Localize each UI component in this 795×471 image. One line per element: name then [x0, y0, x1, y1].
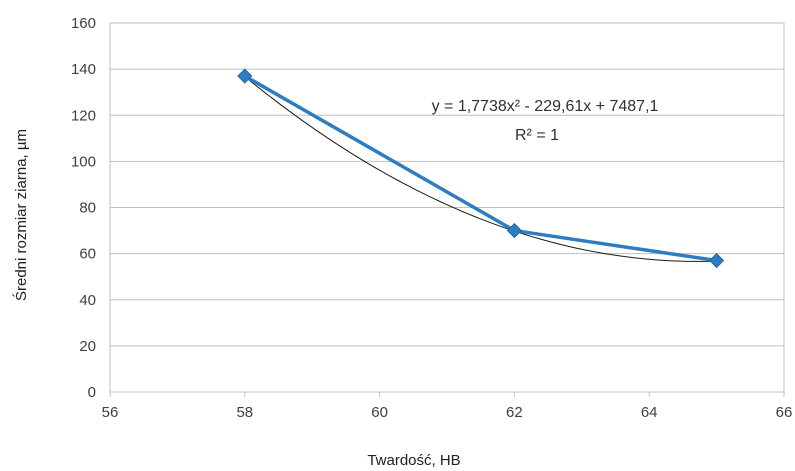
trendline-r2: R² = 1	[515, 127, 559, 144]
y-tick-label: 120	[71, 107, 96, 124]
y-tick-label: 40	[79, 292, 96, 309]
y-tick-label: 100	[71, 153, 96, 170]
x-tick-label: 60	[371, 404, 388, 421]
y-tick-label: 140	[71, 61, 96, 78]
x-tick-label: 58	[236, 404, 253, 421]
data-point-0	[237, 68, 253, 84]
data-markers	[237, 68, 725, 269]
x-axis-ticks: 56 58 60 62 64 66	[102, 392, 793, 421]
data-point-1	[506, 222, 522, 239]
x-tick-label: 64	[641, 404, 658, 421]
trendline-equation: y = 1,7738x² - 229,61x + 7487,1	[432, 98, 659, 115]
y-tick-label: 60	[79, 246, 96, 263]
y-axis-title: Średni rozmiar ziarna, µm	[12, 129, 30, 301]
trendline	[244, 76, 717, 262]
y-tick-label: 0	[88, 384, 96, 401]
y-tick-label: 80	[79, 200, 96, 217]
x-axis-title: Twardość, HB	[367, 452, 460, 469]
y-axis-ticks: 0 20 40 60 80 100 120 140 160	[71, 15, 96, 401]
y-tick-label: 160	[71, 15, 96, 32]
gridlines	[110, 68, 784, 347]
data-point-2	[709, 252, 725, 269]
x-tick-label: 56	[102, 404, 119, 421]
x-tick-label: 66	[776, 404, 793, 421]
x-tick-label: 62	[506, 404, 523, 421]
y-tick-label: 20	[79, 338, 96, 355]
